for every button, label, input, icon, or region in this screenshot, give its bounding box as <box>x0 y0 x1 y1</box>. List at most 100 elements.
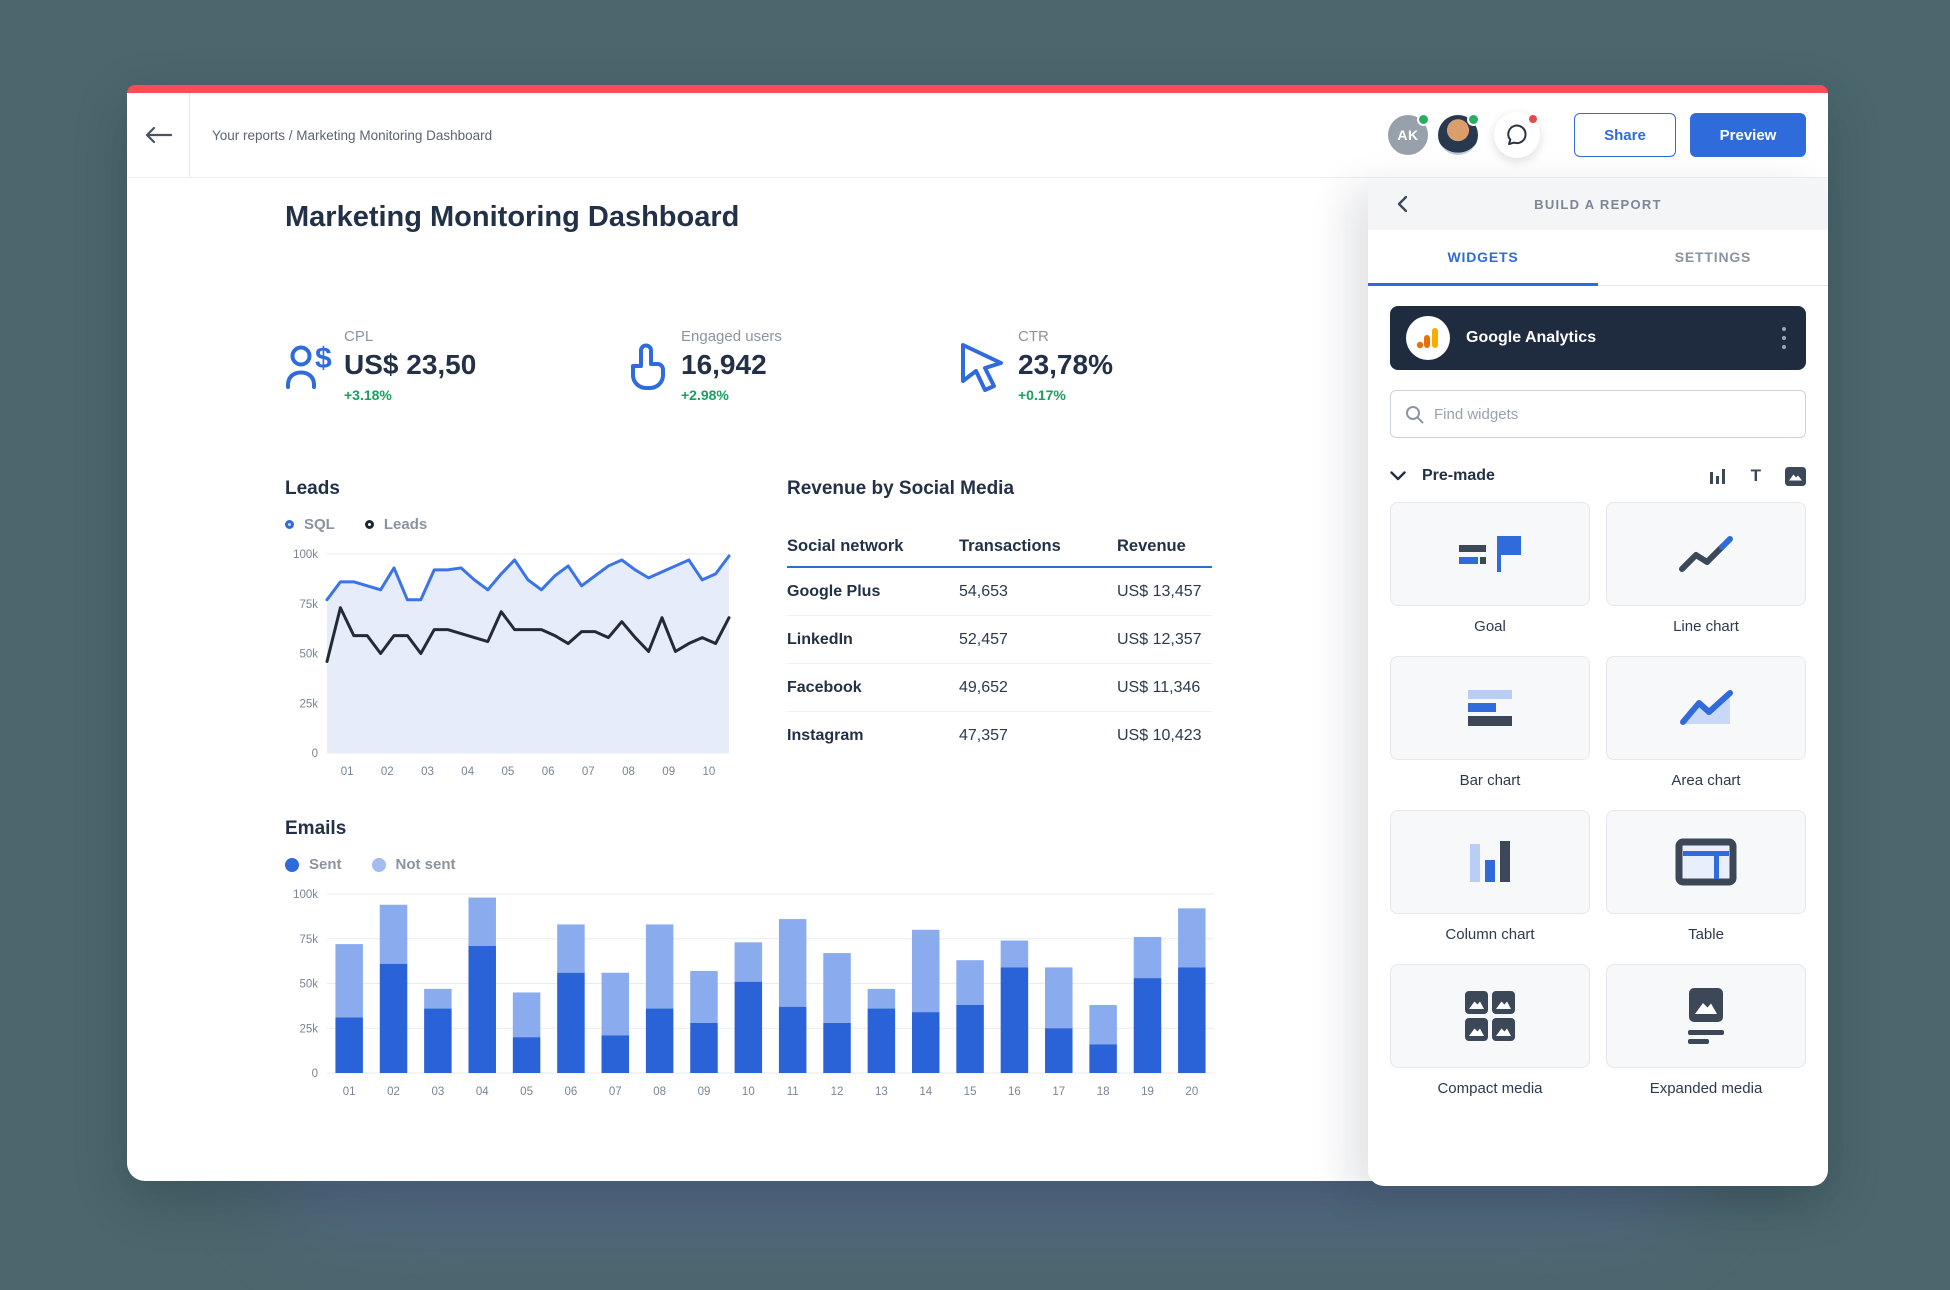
table-icon <box>1675 838 1737 886</box>
cell-transactions: 54,653 <box>959 582 1008 600</box>
widget-goal[interactable]: Goal <box>1390 502 1590 656</box>
leads-legend: SQL Leads <box>285 516 735 533</box>
widget-column-chart[interactable]: Column chart <box>1390 810 1590 964</box>
column-chart-filter-icon[interactable] <box>1709 468 1727 485</box>
svg-text:02: 02 <box>381 766 394 778</box>
back-button[interactable] <box>127 93 189 177</box>
svg-text:08: 08 <box>653 1086 666 1098</box>
kebab-menu-icon[interactable] <box>1778 321 1790 356</box>
chevron-down-icon[interactable] <box>1390 471 1406 481</box>
share-button[interactable]: Share <box>1574 113 1676 157</box>
tab-settings[interactable]: SETTINGS <box>1674 248 1752 265</box>
svg-text:0: 0 <box>312 1068 318 1080</box>
tab-widgets[interactable]: WIDGETS <box>1368 230 1598 286</box>
widget-label: Bar chart <box>1459 772 1521 789</box>
emails-widget[interactable]: Emails Sent Not sent 100k 75k 50k 25k 0 01 02 0… <box>285 818 1220 1108</box>
svg-text:04: 04 <box>461 766 474 778</box>
svg-text:10: 10 <box>703 766 716 778</box>
kpi-cpl[interactable]: $ CPL US$ 23,50 +3.18% <box>282 328 619 403</box>
legend-item-leads[interactable]: Leads <box>364 516 427 533</box>
sent-legend-marker <box>285 857 299 872</box>
widget-label: Column chart <box>1445 926 1535 943</box>
widget-type-filters: T <box>1685 466 1806 486</box>
widget-bar-chart[interactable]: Bar chart <box>1390 656 1590 810</box>
svg-text:18: 18 <box>1097 1086 1110 1098</box>
revenue-table: Social network Transactions Revenue Goog… <box>787 526 1212 760</box>
svg-text:03: 03 <box>431 1086 444 1098</box>
chevron-left-icon <box>1397 196 1407 212</box>
kpi-engaged-users[interactable]: Engaged users 16,942 +2.98% <box>619 328 956 403</box>
widget-line-chart[interactable]: Line chart <box>1606 502 1806 656</box>
source-card-google-analytics[interactable]: Google Analytics <box>1390 306 1806 370</box>
svg-text:09: 09 <box>698 1086 711 1098</box>
kpi-ctr[interactable]: CTR 23,78% +0.17% <box>956 328 1293 403</box>
svg-text:06: 06 <box>565 1086 578 1098</box>
widget-expanded-media[interactable]: Expanded media <box>1606 964 1806 1118</box>
widget-area-chart[interactable]: Area chart <box>1606 656 1806 810</box>
widget-label: Goal <box>1474 618 1506 635</box>
panel-tabs: WIDGETS SETTINGS <box>1368 230 1828 286</box>
svg-text:05: 05 <box>502 766 515 778</box>
svg-text:100k: 100k <box>293 549 318 561</box>
svg-text:08: 08 <box>622 766 635 778</box>
svg-text:25k: 25k <box>299 698 318 710</box>
source-name: Google Analytics <box>1466 329 1597 346</box>
kpi-label: CTR <box>1018 328 1049 345</box>
legend-item-sql[interactable]: SQL <box>285 516 335 533</box>
table-row: LinkedIn 52,457 US$ 12,357 <box>787 616 1212 664</box>
topbar-actions: AK Share Preview <box>1378 112 1806 158</box>
panel-back-button[interactable] <box>1388 190 1416 218</box>
compact-media-icon <box>1465 991 1515 1041</box>
revenue-table-widget[interactable]: Revenue by Social Media Social network T… <box>787 478 1212 760</box>
legend-label: Sent <box>309 856 342 873</box>
svg-text:05: 05 <box>520 1086 533 1098</box>
build-report-panel: BUILD A REPORT WIDGETS SETTINGS Google A… <box>1368 178 1828 1186</box>
search-input[interactable] <box>1434 405 1791 423</box>
topbar-divider <box>189 93 190 177</box>
preview-button[interactable]: Preview <box>1690 113 1806 157</box>
chat-button[interactable] <box>1494 112 1540 158</box>
svg-text:$: $ <box>315 342 332 375</box>
legend-item-sent[interactable]: Sent <box>285 856 342 873</box>
top-accent-strip <box>127 85 1828 93</box>
text-widget-filter-icon[interactable]: T <box>1750 466 1761 485</box>
image-widget-filter-icon[interactable] <box>1785 466 1806 486</box>
widget-label: Table <box>1688 926 1724 943</box>
legend-item-not-sent[interactable]: Not sent <box>371 856 456 873</box>
widget-table[interactable]: Table <box>1606 810 1806 964</box>
cell-transactions: 52,457 <box>959 630 1008 648</box>
cell-transactions: 49,652 <box>959 678 1008 696</box>
breadcrumb[interactable]: Your reports / Marketing Monitoring Dash… <box>212 127 493 143</box>
chat-bubble-icon <box>1507 124 1527 145</box>
expanded-media-icon <box>1688 988 1724 1044</box>
svg-text:20: 20 <box>1185 1086 1198 1098</box>
svg-text:75k: 75k <box>299 599 318 611</box>
avatar-photo[interactable] <box>1438 113 1480 155</box>
widget-compact-media[interactable]: Compact media <box>1390 964 1590 1118</box>
svg-text:100k: 100k <box>293 889 318 901</box>
table-header-row: Social network Transactions Revenue <box>787 526 1212 568</box>
search-icon <box>1406 405 1424 423</box>
svg-text:25k: 25k <box>299 1023 318 1035</box>
table-row: Instagram 47,357 US$ 10,423 <box>787 712 1212 760</box>
svg-text:15: 15 <box>964 1086 977 1098</box>
widget-label: Area chart <box>1671 772 1741 789</box>
svg-text:03: 03 <box>421 766 434 778</box>
svg-text:19: 19 <box>1141 1086 1154 1098</box>
avatar-initials[interactable]: AK <box>1388 113 1430 155</box>
svg-text:07: 07 <box>609 1086 622 1098</box>
column-header: Revenue <box>1117 536 1186 555</box>
cell-revenue: US$ 12,357 <box>1117 630 1202 648</box>
svg-text:11: 11 <box>787 1086 799 1098</box>
leads-chart[interactable]: 100k 75k 50k 25k 0 01 02 03 04 05 06 07 08 09 10 <box>285 545 735 783</box>
column-header: Social network <box>787 536 904 555</box>
cell-revenue: US$ 13,457 <box>1117 582 1202 600</box>
svg-text:16: 16 <box>1008 1086 1021 1098</box>
google-analytics-icon <box>1406 316 1450 360</box>
widget-grid: Goal Line chart <box>1390 502 1806 1118</box>
emails-chart[interactable]: 100k 75k 50k 25k 0 01 02 03 04 05 06 07 08 09 10 11 12 13… <box>285 885 1220 1103</box>
topbar: Your reports / Marketing Monitoring Dash… <box>127 93 1828 178</box>
premade-label[interactable]: Pre-made <box>1422 467 1495 484</box>
leads-widget[interactable]: Leads SQL Leads 100k 75k 50k 25k 0 01 02 03 04 05… <box>285 478 735 788</box>
